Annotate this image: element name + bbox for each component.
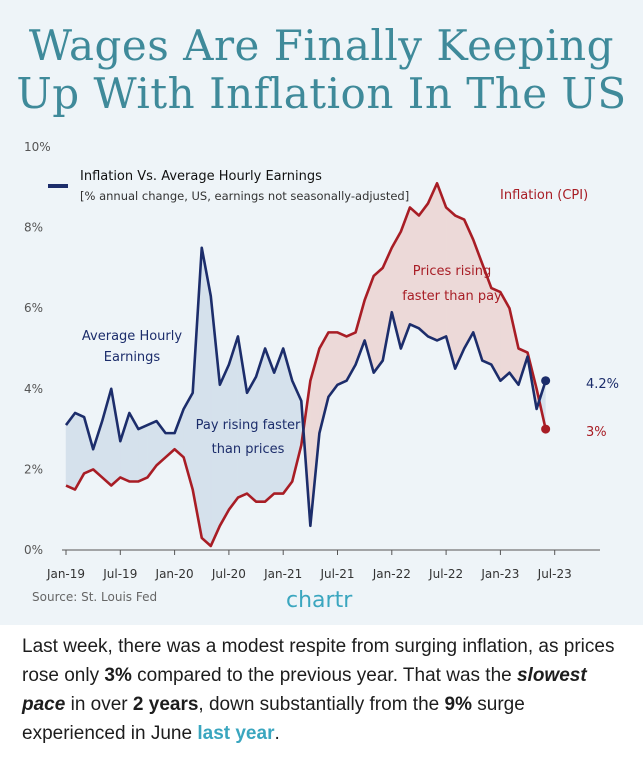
inflation-cpi-end-point <box>541 424 551 434</box>
y-tick-label: 0% <box>24 543 43 557</box>
article-paragraph: Last week, there was a modest respite fr… <box>22 632 622 748</box>
x-tick-label: Jan-22 <box>372 567 411 581</box>
y-tick-label: 10% <box>24 140 51 154</box>
source-note: Source: St. Louis Fed <box>32 590 157 604</box>
article-highlight-9pct: 9% <box>444 694 472 715</box>
article-text: in over <box>65 694 133 715</box>
chart-title: Inflation Vs. Average Hourly Earnings <box>80 169 322 184</box>
x-tick-label: Jan-23 <box>480 567 519 581</box>
y-tick-label: 6% <box>24 301 43 315</box>
inflation-cpi-line <box>65 181 547 548</box>
cpi-end-label: 3% <box>586 425 607 440</box>
line-chart: 0%2%4%6%8%10% Jan-19 Jul-19 Jan-20 Jul-20 Ja… <box>24 140 619 613</box>
chartr-logo: chartr <box>286 588 353 613</box>
x-tick-label: Jul-19 <box>102 567 137 581</box>
x-axis: Jan-19 Jul-19 Jan-20 Jul-20 Jan-21 Jul-21 Jan-… <box>46 549 600 581</box>
x-tick-label: Jan-19 <box>46 567 85 581</box>
prices-gap-line-2: faster than pay <box>402 289 502 304</box>
gap-fills <box>65 183 546 547</box>
article-text: Last week, there was a modest respite fr… <box>22 636 615 686</box>
y-axis: 0% 2% 4% 6% 8% 10% <box>24 140 51 557</box>
pay-gap-line-2: than prices <box>212 442 285 457</box>
series-lines <box>64 181 551 548</box>
x-tick-label: Jul-23 <box>537 567 572 581</box>
page-title: Wages Are Finally Keeping Up With Inflat… <box>0 22 643 118</box>
chart-subtitle: [% annual change, US, earnings not seaso… <box>80 189 409 203</box>
article-text: surge experienced in June <box>22 694 525 744</box>
prices-gap-line-1: Prices rising <box>413 264 491 279</box>
y-tick-label: 4% <box>24 382 43 396</box>
gap-fill-segment <box>373 267 383 374</box>
last-year-link[interactable]: last year <box>197 723 275 744</box>
title-line-1: Wages Are Finally Keeping <box>28 21 615 70</box>
chart-card: Wages Are Finally Keeping Up With Inflat… <box>0 0 643 625</box>
x-tick-label: Jul-22 <box>428 567 463 581</box>
annotations: Inflation (CPI) Average Hourly Earnings … <box>82 188 619 457</box>
gap-fill-segment <box>337 331 347 386</box>
article-highlight-slowest: slowest pace <box>22 665 587 715</box>
x-tick-label: Jan-20 <box>155 567 194 581</box>
gap-fill-segment <box>246 375 257 503</box>
x-tick-label: Jan-21 <box>263 567 302 581</box>
x-tick-label: Jul-20 <box>211 567 246 581</box>
gap-fill-segment <box>427 183 438 341</box>
x-tick-label: Jul-21 <box>319 567 354 581</box>
y-tick-label: 8% <box>24 221 43 235</box>
legend: Inflation Vs. Average Hourly Earnings [%… <box>48 169 409 203</box>
article-text: . <box>274 723 280 744</box>
average-hourly-earnings-line <box>64 246 547 528</box>
article-text: compared to the previous year. That was … <box>131 665 517 686</box>
pay-gap-line-1: Pay rising faster <box>196 418 301 433</box>
article-highlight-3pct: 3% <box>104 665 132 686</box>
cpi-series-label: Inflation (CPI) <box>500 188 588 203</box>
earnings-label-line-2: Earnings <box>104 350 161 365</box>
average-hourly-earnings-end-point <box>541 376 551 386</box>
title-line-2: Up With Inflation In The US <box>16 69 627 118</box>
y-tick-label: 2% <box>24 462 43 476</box>
earnings-label-line-1: Average Hourly <box>82 329 182 344</box>
earnings-end-label: 4.2% <box>586 377 619 392</box>
article-text: , down substantially from the <box>198 694 445 715</box>
gap-fill-segment <box>138 424 148 482</box>
article-highlight-2years: 2 years <box>132 694 199 715</box>
